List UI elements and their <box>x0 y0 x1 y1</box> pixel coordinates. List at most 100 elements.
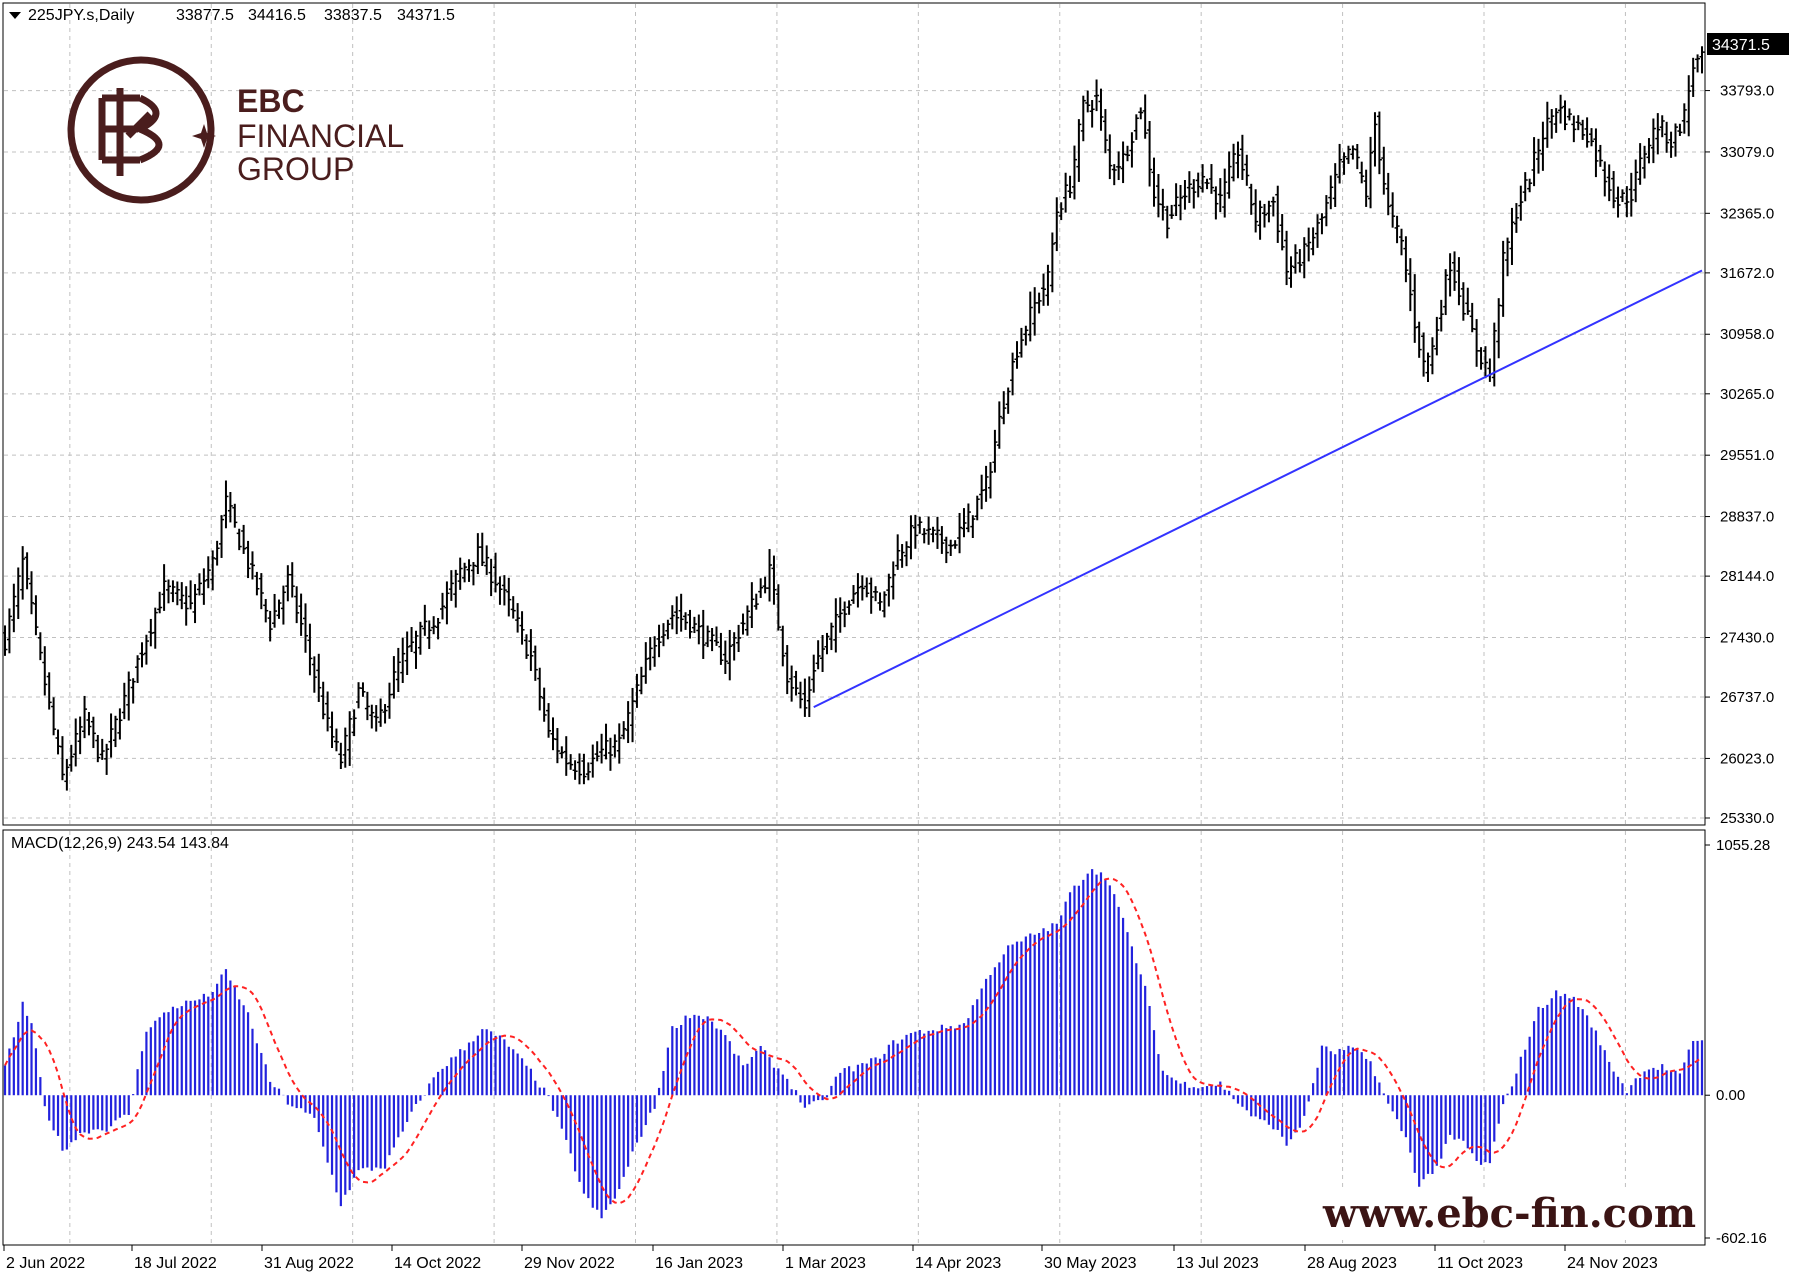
ohlc-bar <box>546 703 552 738</box>
ohlc-bar <box>157 591 163 614</box>
ohlc-bar <box>1584 117 1590 148</box>
ohlc-bar <box>590 744 596 778</box>
ohlc-bar <box>1390 192 1396 228</box>
ohlc-bar <box>1500 240 1506 317</box>
ohlc-bar <box>833 598 839 653</box>
time-tick-label: 18 Jul 2022 <box>134 1255 217 1272</box>
ohlc-bar <box>404 631 410 676</box>
ohlc-bar <box>1023 325 1029 346</box>
ohlc-bar <box>1628 172 1634 217</box>
ohlc-bar <box>1509 207 1515 265</box>
ohlc-bar <box>1098 88 1104 131</box>
ebc-logo-ring <box>67 56 215 204</box>
ohlc-bar <box>921 528 927 544</box>
url-backdrop <box>1310 1190 1702 1240</box>
ohlc-bar <box>1637 143 1643 185</box>
ohlc-bar <box>1301 237 1307 279</box>
ohlc-bar <box>254 571 260 596</box>
ohlc-bar <box>462 562 468 583</box>
time-tick-label: 30 May 2023 <box>1044 1255 1137 1272</box>
ohlc-bar <box>1337 143 1343 184</box>
ohlc-bar <box>1076 119 1082 182</box>
ohlc-bar <box>523 634 529 659</box>
price-tick-label: 33793.0 <box>1720 83 1774 100</box>
ohlc-bar <box>20 546 26 600</box>
ohlc-bar <box>510 596 516 619</box>
time-tick-label: 11 Oct 2023 <box>1437 1255 1523 1272</box>
ohlc-bar <box>1575 115 1581 131</box>
ohlc-bar <box>1606 164 1612 202</box>
ohlc-bar <box>1248 183 1254 215</box>
ohlc-bar <box>1058 202 1064 221</box>
ohlc-bar <box>1416 321 1422 358</box>
ohlc-bar <box>1438 299 1444 332</box>
ohlc-bar <box>1624 186 1630 218</box>
ohlc-bar <box>64 758 70 791</box>
ohlc-bar <box>1381 146 1387 195</box>
ohlc-bar <box>431 616 437 635</box>
ohlc-bar <box>1244 154 1250 186</box>
ohlc-bar <box>37 632 43 661</box>
ohlc-bar <box>789 665 795 702</box>
ohlc-bar <box>731 632 737 661</box>
ohlc-bar <box>621 721 627 740</box>
trendline[interactable] <box>813 269 1703 709</box>
time-tick-label: 29 Nov 2022 <box>524 1255 615 1272</box>
ohlc-bar <box>201 568 207 605</box>
ohlc-bar <box>1049 232 1055 293</box>
ohlc-bar <box>484 545 490 575</box>
ohlc-high: 34416.5 <box>248 7 306 24</box>
ohlc-bar <box>1359 161 1365 184</box>
ohlc-bar <box>519 611 525 645</box>
ohlc-bar <box>793 670 799 696</box>
website-url: www.ebc-fin.com <box>1322 1190 1696 1237</box>
ohlc-bar <box>656 624 662 658</box>
price-axis: 33793.0 33079.0 32365.0 31672.0 30958.0 30265… <box>1705 83 1774 827</box>
ohlc-bar <box>758 578 764 598</box>
ohlc-bar <box>1266 200 1272 223</box>
ohlc-low: 33837.5 <box>324 7 382 24</box>
ohlc-bar <box>422 604 428 636</box>
ohlc-close: 34371.5 <box>397 7 455 24</box>
ohlc-bar <box>73 718 79 767</box>
ohlc-bar <box>1398 228 1404 256</box>
ohlc-bar <box>678 593 684 632</box>
time-axis: 2 Jun 2022 18 Jul 2022 31 Aug 2022 14 Oct 2… <box>3 1245 1658 1272</box>
ohlc-bar <box>652 636 658 667</box>
ohlc-bar <box>33 595 39 636</box>
ohlc-bar <box>241 524 247 554</box>
ohlc-bar <box>930 526 936 543</box>
ohlc-bar <box>1593 128 1599 178</box>
ohlc-bar <box>727 629 733 681</box>
ohlc-bar <box>877 592 883 611</box>
ohlc-bar <box>143 634 149 665</box>
sparkle-icon <box>192 124 216 148</box>
ohlc-bar <box>1549 109 1555 139</box>
ohlc-bar <box>1142 94 1148 139</box>
ohlc-bar <box>1063 172 1069 213</box>
ohlc-bar <box>864 577 870 598</box>
ohlc-bar <box>179 582 185 610</box>
time-tick-label: 24 Nov 2023 <box>1567 1255 1658 1272</box>
ohlc-bar <box>294 586 300 624</box>
ohlc-bar <box>983 465 989 502</box>
ohlc-bar <box>581 753 587 785</box>
logo-line-2: FINANCIAL <box>237 118 404 154</box>
chart-header[interactable]: 225JPY.s,Daily 33877.5 34416.5 33837.5 3… <box>9 7 455 24</box>
ohlc-bar <box>674 596 680 635</box>
dropdown-triangle-icon[interactable] <box>9 12 21 19</box>
ohlc-bar <box>457 557 463 590</box>
ohlc-bar <box>1195 172 1201 198</box>
ohlc-bar <box>303 603 309 653</box>
ohlc-bar <box>1217 178 1223 213</box>
ohlc-bar <box>1027 291 1033 342</box>
ohlc-open: 33877.5 <box>176 7 234 24</box>
ohlc-bar <box>1681 103 1687 134</box>
ohlc-bar <box>775 584 781 631</box>
ohlc-bar <box>881 591 887 618</box>
ohlc-bar <box>970 515 976 538</box>
macd-tick-label: -602.16 <box>1716 1230 1767 1247</box>
price-tick-label: 26737.0 <box>1720 689 1774 706</box>
ohlc-bar <box>934 516 940 549</box>
